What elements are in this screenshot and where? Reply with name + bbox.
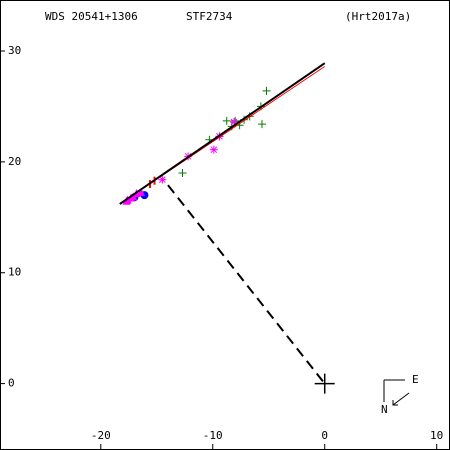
y-tick-label: 20 bbox=[8, 155, 21, 168]
plus-point bbox=[178, 168, 187, 177]
chart-title: WDS 20541+1306 bbox=[45, 10, 138, 23]
y-tick-label: 10 bbox=[8, 266, 21, 279]
compass: E N bbox=[381, 373, 419, 416]
compass-arrow bbox=[392, 400, 398, 406]
x-tick-label: 0 bbox=[321, 429, 328, 442]
asterisk-point bbox=[158, 175, 167, 184]
dashed-line bbox=[167, 184, 326, 385]
compass-north: N bbox=[381, 403, 388, 416]
y-tick-label: 30 bbox=[8, 44, 21, 57]
compass-arrow bbox=[392, 392, 410, 406]
primary-star bbox=[314, 373, 335, 394]
plus-point bbox=[222, 116, 231, 125]
orbit-line bbox=[119, 62, 326, 205]
triangle-point bbox=[122, 196, 131, 205]
y-tick-label: 0 bbox=[8, 377, 15, 390]
asterisk-point bbox=[230, 117, 239, 126]
x-tick-label: -20 bbox=[91, 429, 111, 442]
plus-point bbox=[262, 86, 271, 95]
reference: (Hrt2017a) bbox=[345, 10, 411, 23]
compass-east: E bbox=[412, 373, 419, 386]
chart-subtitle: STF2734 bbox=[186, 10, 233, 23]
plus-point bbox=[258, 120, 267, 129]
x-tick-label: 10 bbox=[430, 429, 443, 442]
x-tick-label: -10 bbox=[203, 429, 223, 442]
asterisk-point bbox=[209, 145, 218, 154]
triangle-point bbox=[137, 187, 146, 196]
